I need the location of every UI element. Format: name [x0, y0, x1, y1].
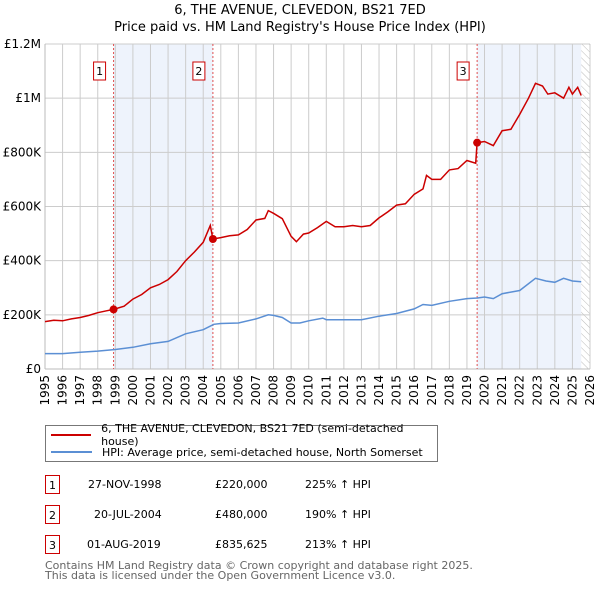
x-tick-label: 2015	[390, 375, 404, 406]
x-tick-label: 2004	[196, 375, 210, 406]
y-tick-label: £1M	[15, 91, 41, 105]
x-tick-label: 2011	[319, 375, 333, 406]
x-tick-label: 2016	[407, 375, 421, 406]
chart-subtitle: Price paid vs. HM Land Registry's House …	[114, 20, 486, 35]
x-tick-label: 1999	[108, 375, 122, 406]
x-tick-label: 2023	[530, 375, 544, 406]
x-tick-label: 2026	[583, 375, 597, 406]
sale-badge: 3	[45, 535, 60, 554]
x-tick-label: 2017	[425, 375, 439, 406]
x-tick-label: 2021	[495, 375, 509, 406]
x-tick-label: 2025	[565, 375, 579, 406]
sale-point	[208, 235, 217, 243]
y-tick-label: £0	[26, 362, 41, 376]
sale-price: £220,000	[215, 478, 268, 491]
x-tick-label: 2012	[337, 375, 351, 406]
x-tick-label: 1996	[56, 375, 70, 406]
transaction-row: 3 01-AUG-2019 £835,625 213% ↑ HPI	[45, 535, 465, 555]
sale-badge: 1	[45, 475, 60, 494]
legend-swatch-blue	[51, 451, 92, 453]
price-chart: 1995 1996 1997 1998 1999 2000 2001 2002 2003 2004…	[3, 37, 597, 406]
sale-price: £480,000	[215, 508, 268, 521]
sale-marker-badge	[456, 61, 470, 81]
x-tick-label: 2003	[179, 375, 193, 406]
transaction-row: 2 20-JUL-2004 £480,000 190% ↑ HPI	[45, 505, 465, 525]
x-tick-label: 2018	[442, 375, 456, 406]
y-tick-label: £600K	[3, 200, 43, 214]
x-tick-label: 2022	[513, 375, 527, 406]
x-tick-label: 2006	[231, 375, 245, 406]
x-tick-label: 2019	[460, 375, 474, 406]
sale-marker-number: 3	[460, 65, 467, 78]
footer-licence: This data is licensed under the Open Gov…	[45, 569, 396, 582]
legend-item-hpi: HPI: Average price, semi-detached house,…	[51, 444, 423, 460]
transaction-row: 1 27-NOV-1998 £220,000 225% ↑ HPI	[45, 475, 465, 495]
sale-marker-number: 2	[195, 65, 202, 78]
x-tick-label: 2013	[354, 375, 368, 406]
y-tick-label: £200K	[3, 308, 43, 322]
sale-badge: 2	[45, 505, 60, 524]
x-tick-label: 2005	[214, 375, 228, 406]
x-tick-label: 2001	[143, 375, 157, 406]
x-tick-label: 2020	[478, 375, 492, 406]
legend-item-property: 6, THE AVENUE, CLEVEDON, BS21 7ED (semi-…	[51, 422, 437, 448]
legend-label-hpi: HPI: Average price, semi-detached house,…	[102, 445, 423, 459]
sale-marker-badge	[93, 61, 107, 81]
x-tick-label: 1997	[73, 375, 87, 406]
legend-label-property: 6, THE AVENUE, CLEVEDON, BS21 7ED (semi-…	[101, 422, 404, 448]
sale-date: 20-JUL-2004	[94, 508, 162, 521]
x-tick-label: 1998	[91, 375, 105, 406]
x-tick-label: 2010	[302, 375, 316, 406]
sale-date: 27-NOV-1998	[88, 478, 162, 491]
y-tick-label: £800K	[3, 145, 43, 159]
x-tick-label: 2007	[249, 375, 263, 406]
sale-marker-badge	[192, 61, 206, 81]
sale-hpi: 225% ↑ HPI	[305, 478, 371, 491]
legend: 6, THE AVENUE, CLEVEDON, BS21 7ED (semi-…	[45, 422, 438, 462]
x-tick-label: 2014	[372, 375, 386, 406]
sale-hpi: 213% ↑ HPI	[305, 538, 371, 551]
sale-price: £835,625	[215, 538, 268, 551]
x-tick-label: 2009	[284, 375, 298, 406]
x-tick-label: 1995	[38, 375, 52, 406]
property-price-line	[44, 82, 582, 323]
chart-title: 6, THE AVENUE, CLEVEDON, BS21 7ED	[174, 3, 426, 18]
sale-hpi: 190% ↑ HPI	[305, 508, 371, 521]
footer-copyright: Contains HM Land Registry data © Crown c…	[45, 559, 473, 572]
sale-point	[109, 305, 118, 314]
hpi-line	[45, 277, 582, 355]
footer: Contains HM Land Registry data © Crown c…	[45, 559, 473, 582]
x-tick-label: 2002	[161, 375, 175, 406]
y-tick-label: £1.2M	[4, 37, 41, 51]
sale-date: 01-AUG-2019	[87, 538, 161, 551]
x-tick-label: 2024	[548, 375, 562, 406]
x-tick-label: 2000	[126, 375, 140, 406]
sale-marker-number: 1	[96, 65, 103, 78]
sale-point	[473, 138, 482, 147]
legend-swatch-red	[51, 434, 92, 436]
x-tick-label: 2008	[267, 375, 281, 406]
y-tick-label: £400K	[3, 254, 43, 268]
